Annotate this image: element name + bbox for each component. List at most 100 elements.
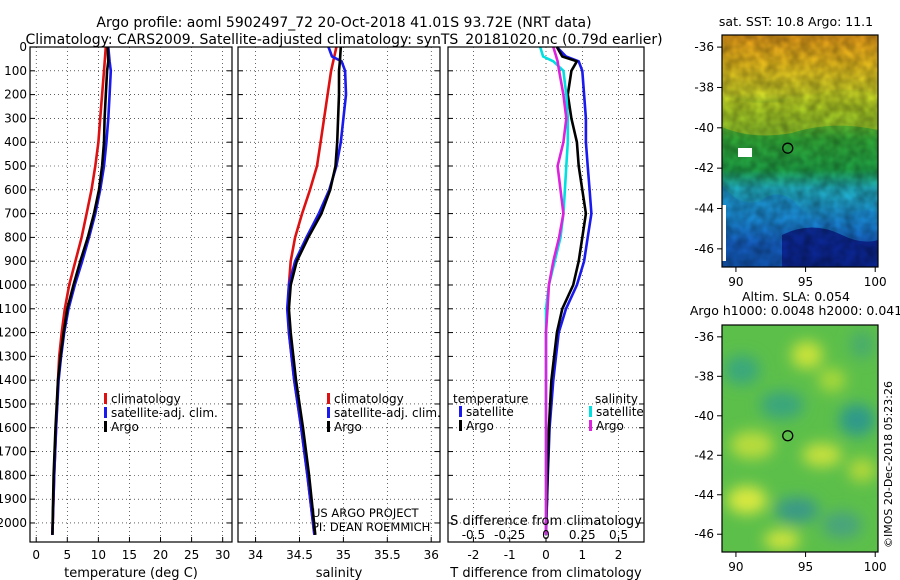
x-tick-label: 35 <box>336 548 351 562</box>
x-tick-label: 10 <box>91 548 106 562</box>
series-line-satellite-adj-clim- <box>51 46 113 535</box>
legend-swatch <box>459 420 462 431</box>
series-line-satellite-adj-clim- <box>285 46 348 536</box>
series-line-argo <box>51 46 110 535</box>
salinity-ticks: 34 34.5 35 35.5 36 <box>238 46 440 562</box>
sla-map-title-line2: Argo h1000: 0.0048 h2000: 0.041 <box>690 303 900 318</box>
secondary-x-tick-label: 0.5 <box>609 528 628 542</box>
difference-secondary-xlabel: S difference from climatology <box>450 514 642 529</box>
timestamp: ©IMOS 20-Dec-2018 05:23:26 <box>882 381 895 548</box>
map-y-tick-label: -46 <box>694 527 714 541</box>
difference-ticks: -2 -1 0 1 2 -0.5 -0.25 0 0.25 0.5 <box>448 46 644 562</box>
series-line-climatology <box>286 46 338 536</box>
difference-frame <box>447 46 645 543</box>
sst-map-title: sat. SST: 10.8 Argo: 11.1 <box>719 14 873 29</box>
y-tick-label: 800 <box>4 230 27 244</box>
x-tick-label: 35.5 <box>374 548 401 562</box>
map-y-tick-label: -42 <box>694 161 714 175</box>
map-x-tick-label: 90 <box>728 275 743 289</box>
map-y-tick-label: -42 <box>694 448 714 462</box>
sst-map-frame <box>721 34 879 268</box>
legend-swatch <box>327 407 330 418</box>
secondary-x-tick-label: -0.25 <box>494 528 525 542</box>
map-y-tick-label: -44 <box>694 488 714 502</box>
temperature-frame <box>29 46 233 543</box>
series-line-temperature-argo <box>544 46 588 535</box>
series-line-salinity-satellite <box>538 46 570 535</box>
legend-title-temperature: temperature <box>453 392 528 406</box>
map-x-tick-label: 95 <box>798 275 813 289</box>
secondary-x-tick-label: 0.25 <box>569 528 596 542</box>
x-tick-label: 1 <box>578 548 586 562</box>
legend-label: climatology <box>334 392 404 406</box>
x-tick-label: -1 <box>504 548 516 562</box>
y-tick-label: 2000 <box>0 516 27 530</box>
x-tick-label: 36 <box>424 548 439 562</box>
figure-title-line2: Climatology: CARS2009. Satellite-adjuste… <box>25 32 662 48</box>
legend-label: satellite-adj. clim. <box>334 406 441 420</box>
y-tick-label: 1400 <box>0 373 27 387</box>
y-tick-label: 1500 <box>0 397 27 411</box>
y-tick-label: 1900 <box>0 492 27 506</box>
legend-swatch <box>104 421 107 432</box>
legend-swatch <box>589 406 592 417</box>
map-y-tick-label: -36 <box>694 330 714 344</box>
legend-title-salinity: salinity <box>595 392 638 406</box>
legend-swatch <box>459 406 462 417</box>
sla-map-area <box>722 325 878 552</box>
argo-location-marker <box>782 430 794 442</box>
y-tick-label: 100 <box>4 64 27 78</box>
map-y-tick-label: -38 <box>694 369 714 383</box>
x-tick-label: 25 <box>184 548 199 562</box>
sst-map-ticks: 90 95 100 -36 -38 -40 -42 -44 -46 <box>694 40 886 289</box>
y-tick-label: 1600 <box>0 421 27 435</box>
sla-map-title-line1: Altim. SLA: 0.054 <box>742 289 850 304</box>
legend-label: climatology <box>111 392 181 406</box>
credit-pi: PI: DEAN ROEMMICH <box>312 520 430 534</box>
difference-legend: temperature salinitysatelliteArgosatellit… <box>453 392 644 433</box>
sla-map-ticks: 90 95 100 -36 -38 -40 -42 -44 -46 <box>694 330 886 574</box>
temperature-series <box>51 46 113 535</box>
temperature-xlabel: temperature (deg C) <box>64 566 198 580</box>
x-tick-label: 20 <box>153 548 168 562</box>
salinity-grid <box>238 46 440 542</box>
legend-swatch <box>327 393 330 404</box>
legend-label: satellite <box>596 405 644 419</box>
y-tick-label: 600 <box>4 183 27 197</box>
legend-label: Argo <box>111 420 139 434</box>
difference-xlabel: T difference from climatology <box>449 566 642 580</box>
legend-swatch <box>589 420 592 431</box>
y-tick-label: 1800 <box>0 468 27 482</box>
series-line-argo <box>287 46 343 536</box>
legend-label: Argo <box>334 420 362 434</box>
y-tick-label: 300 <box>4 111 27 125</box>
secondary-x-tick-label: -0.5 <box>462 528 485 542</box>
difference-panel: -2 -1 0 1 2 -0.5 -0.25 0 0.25 0.5 T difference fr… <box>447 46 645 580</box>
y-tick-label: 1300 <box>0 349 27 363</box>
temperature-ticks: 0100200300400500600700800900100011001200… <box>0 40 232 562</box>
difference-grid <box>448 46 644 542</box>
series-line-temperature-satellite <box>544 46 593 535</box>
sst-map: sat. SST: 10.8 Argo: 11.1 <box>694 14 886 289</box>
y-tick-label: 0 <box>19 40 27 54</box>
x-tick-label: 34.5 <box>286 548 313 562</box>
legend-label: Argo <box>596 419 624 433</box>
map-x-tick-label: 95 <box>798 560 813 574</box>
x-tick-label: 5 <box>63 548 71 562</box>
sst-map-area <box>722 35 878 267</box>
map-y-tick-label: -46 <box>694 242 714 256</box>
x-tick-label: 15 <box>122 548 137 562</box>
map-y-tick-label: -40 <box>694 121 714 135</box>
temperature-panel: 0100200300400500600700800900100011001200… <box>0 40 233 580</box>
figure-title-line1: Argo profile: aoml 5902497_72 20-Oct-201… <box>96 15 591 31</box>
x-tick-label: -2 <box>467 548 479 562</box>
series-line-salinity-argo <box>544 46 568 535</box>
legend-swatch <box>327 421 330 432</box>
salinity-panel: 34 34.5 35 35.5 36 salinity climatologysatel… <box>237 46 441 580</box>
temperature-grid <box>30 46 232 542</box>
credit-project: US ARGO PROJECT <box>312 506 420 520</box>
x-tick-label: 34 <box>248 548 263 562</box>
difference-series <box>538 46 593 535</box>
